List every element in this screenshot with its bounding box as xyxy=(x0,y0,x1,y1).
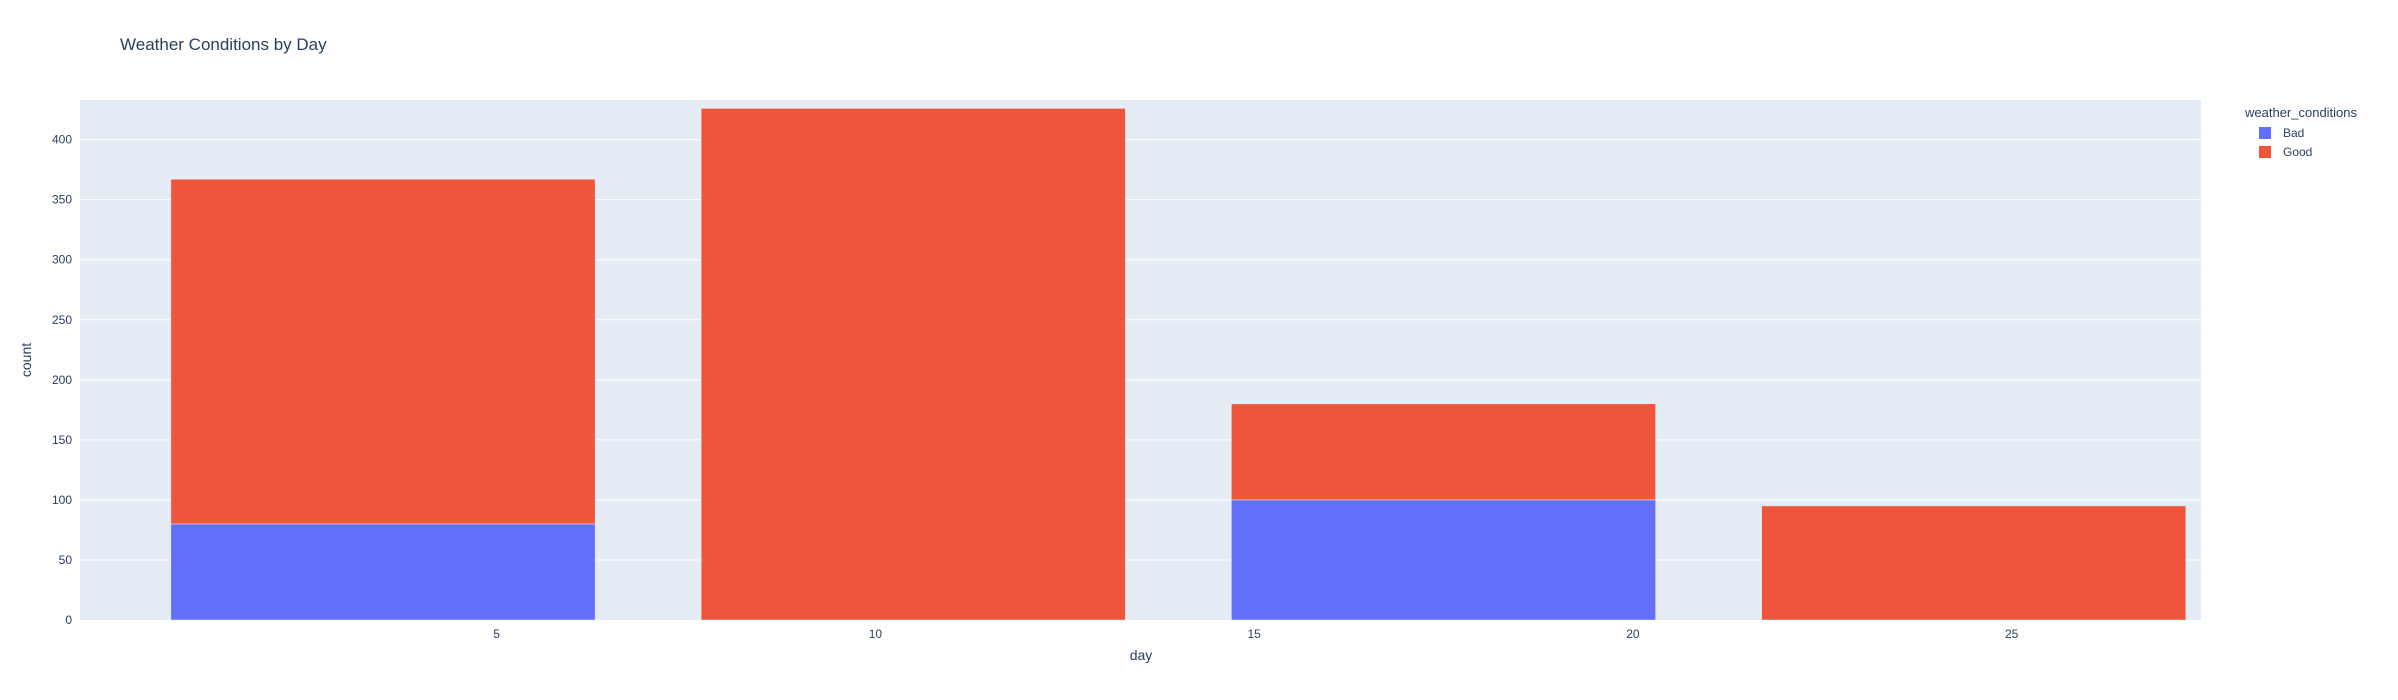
x-tick-label: 20 xyxy=(1626,627,1640,641)
bar-good xyxy=(1761,505,2187,621)
bar-bad xyxy=(1231,499,1656,621)
bar-bad xyxy=(170,523,596,621)
y-tick-label: 0 xyxy=(65,613,72,627)
legend-label-good: Good xyxy=(2283,145,2312,159)
y-tick-label: 50 xyxy=(59,553,73,567)
legend-label-bad: Bad xyxy=(2283,126,2304,140)
bar-good xyxy=(1231,403,1656,501)
x-tick-label: 25 xyxy=(2005,627,2019,641)
y-tick-label: 350 xyxy=(52,193,72,207)
legend-swatch-good xyxy=(2259,146,2271,158)
legend-title: weather_conditions xyxy=(2244,105,2358,120)
y-tick-label: 400 xyxy=(52,133,72,147)
x-tick-label: 15 xyxy=(1247,627,1261,641)
y-axis-ticks: 0 50 100 150 200 250 300 350 400 xyxy=(52,133,72,627)
y-axis-title: count xyxy=(18,343,34,377)
chart-title: Weather Conditions by Day xyxy=(120,35,327,54)
y-tick-label: 300 xyxy=(52,253,72,267)
x-tick-label: 10 xyxy=(869,627,883,641)
legend: weather_conditions Bad Good xyxy=(2244,105,2358,159)
bars xyxy=(170,108,2187,621)
y-tick-label: 100 xyxy=(52,493,72,507)
bar-good xyxy=(700,108,1126,621)
y-tick-label: 200 xyxy=(52,373,72,387)
y-tick-label: 250 xyxy=(52,313,72,327)
x-axis-ticks: 5 10 15 20 25 xyxy=(493,627,2018,641)
bar-good xyxy=(170,179,596,525)
x-tick-label: 5 xyxy=(493,627,500,641)
x-axis-title: day xyxy=(1130,647,1153,663)
legend-swatch-bad xyxy=(2259,127,2271,139)
y-tick-label: 150 xyxy=(52,433,72,447)
